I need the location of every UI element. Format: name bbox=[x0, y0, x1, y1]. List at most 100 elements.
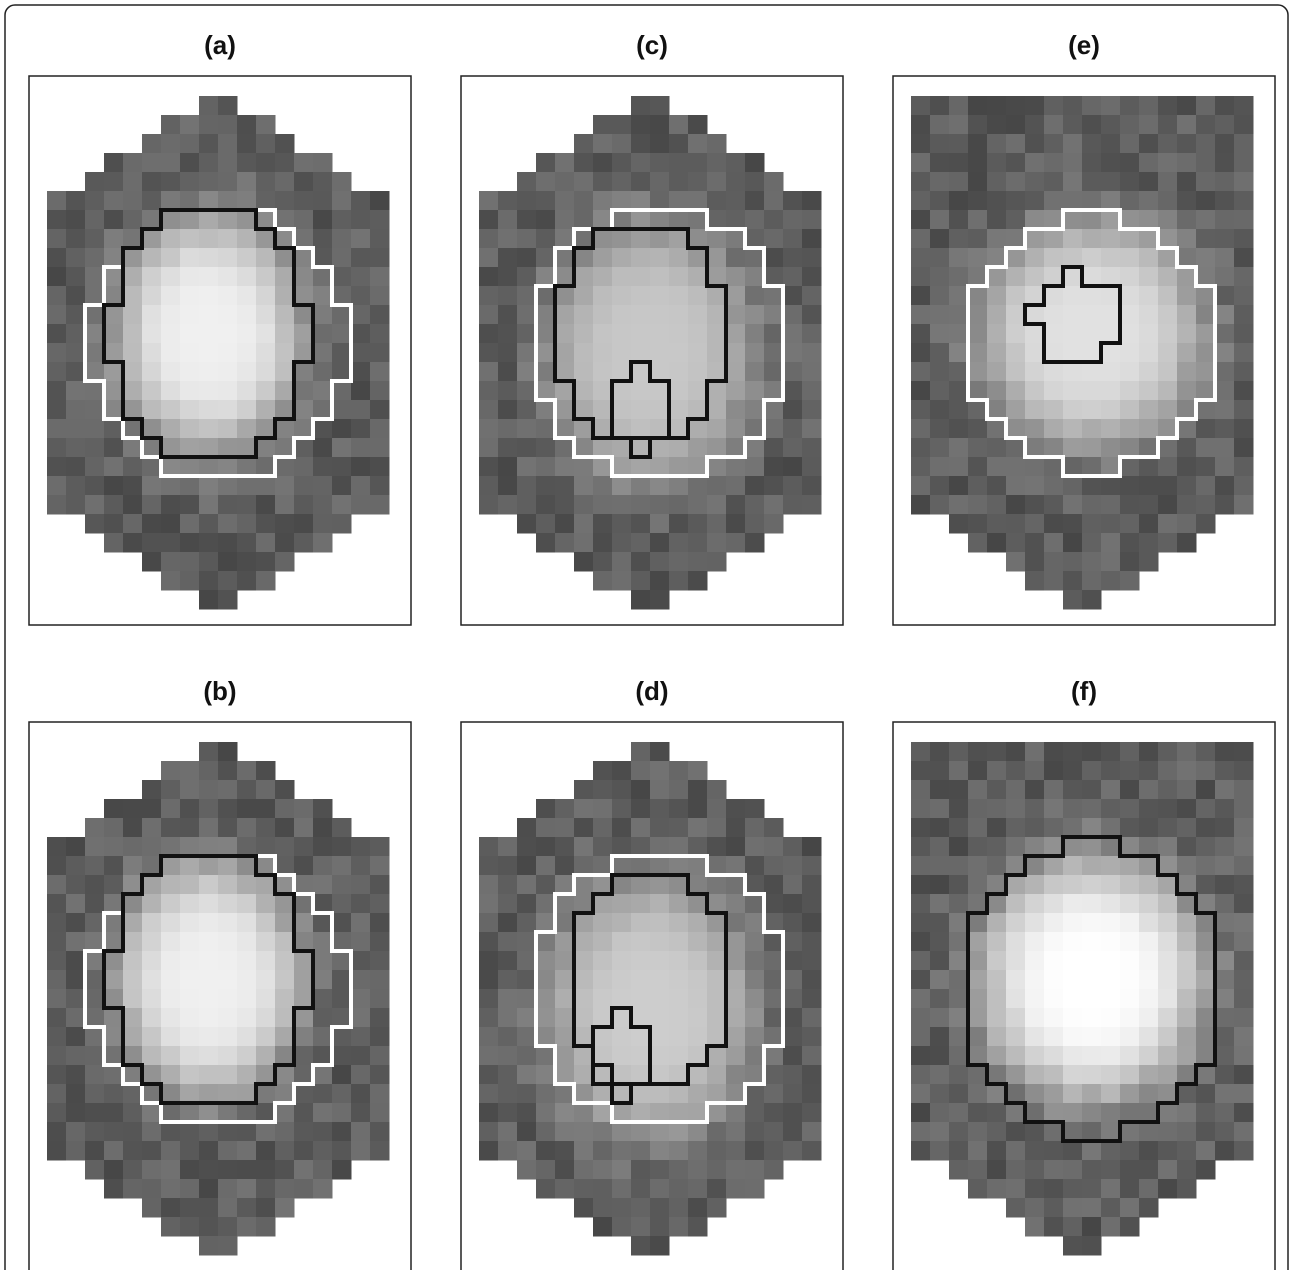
image-pixel bbox=[911, 96, 931, 116]
image-pixel bbox=[104, 476, 124, 496]
image-pixel bbox=[612, 1008, 632, 1028]
image-pixel bbox=[949, 495, 969, 515]
image-pixel bbox=[930, 818, 950, 838]
image-pixel bbox=[275, 419, 295, 439]
image-pixel bbox=[237, 400, 257, 420]
image-pixel bbox=[688, 1217, 708, 1237]
image-pixel bbox=[1025, 419, 1045, 439]
image-pixel bbox=[1082, 305, 1102, 325]
image-pixel bbox=[1006, 172, 1026, 192]
image-pixel bbox=[949, 951, 969, 971]
image-pixel bbox=[161, 989, 181, 1009]
image-pixel bbox=[142, 305, 162, 325]
image-pixel bbox=[707, 1065, 727, 1085]
image-pixel bbox=[726, 894, 746, 914]
image-pixel bbox=[142, 932, 162, 952]
image-pixel bbox=[1158, 96, 1178, 116]
image-pixel bbox=[745, 419, 765, 439]
image-pixel bbox=[707, 780, 727, 800]
image-pixel bbox=[1082, 153, 1102, 173]
image-pixel bbox=[1215, 875, 1235, 895]
image-pixel bbox=[237, 172, 257, 192]
image-pixel bbox=[332, 875, 352, 895]
image-pixel bbox=[1044, 780, 1064, 800]
image-pixel bbox=[1101, 324, 1121, 344]
image-pixel bbox=[1177, 1141, 1197, 1161]
image-pixel bbox=[199, 115, 219, 135]
image-pixel bbox=[930, 894, 950, 914]
image-pixel bbox=[555, 1122, 575, 1142]
image-pixel bbox=[498, 400, 518, 420]
image-pixel bbox=[123, 818, 143, 838]
image-pixel bbox=[1234, 495, 1254, 515]
image-pixel bbox=[66, 305, 86, 325]
image-pixel bbox=[745, 457, 765, 477]
image-pixel bbox=[1082, 362, 1102, 382]
image-pixel bbox=[593, 400, 613, 420]
image-pixel bbox=[783, 457, 803, 477]
image-pixel bbox=[987, 856, 1007, 876]
image-pixel bbox=[275, 1046, 295, 1066]
image-pixel bbox=[1158, 799, 1178, 819]
image-pixel bbox=[631, 343, 651, 363]
image-pixel bbox=[968, 894, 988, 914]
image-pixel bbox=[726, 1046, 746, 1066]
image-pixel bbox=[1082, 457, 1102, 477]
image-pixel bbox=[180, 1141, 200, 1161]
image-pixel bbox=[123, 533, 143, 553]
image-pixel bbox=[1215, 134, 1235, 154]
image-pixel bbox=[313, 533, 333, 553]
image-pixel bbox=[1120, 210, 1140, 230]
image-pixel bbox=[237, 970, 257, 990]
image-pixel bbox=[218, 856, 238, 876]
image-pixel bbox=[631, 875, 651, 895]
image-pixel bbox=[161, 1065, 181, 1085]
image-pixel bbox=[351, 229, 371, 249]
image-pixel bbox=[256, 1217, 276, 1237]
image-pixel bbox=[802, 1008, 822, 1028]
image-pixel bbox=[332, 400, 352, 420]
image-pixel bbox=[479, 381, 499, 401]
image-pixel bbox=[930, 229, 950, 249]
image-pixel bbox=[1101, 172, 1121, 192]
image-pixel bbox=[123, 362, 143, 382]
image-pixel bbox=[1158, 818, 1178, 838]
image-pixel bbox=[650, 400, 670, 420]
image-pixel bbox=[1177, 894, 1197, 914]
image-pixel bbox=[1177, 153, 1197, 173]
image-pixel bbox=[707, 305, 727, 325]
image-pixel bbox=[911, 951, 931, 971]
image-pixel bbox=[1139, 115, 1159, 135]
image-pixel bbox=[1234, 248, 1254, 268]
image-pixel bbox=[536, 419, 556, 439]
image-pixel bbox=[1063, 875, 1083, 895]
image-pixel bbox=[1120, 894, 1140, 914]
image-pixel bbox=[949, 96, 969, 116]
image-pixel bbox=[949, 799, 969, 819]
image-pixel bbox=[332, 248, 352, 268]
image-pixel bbox=[256, 1122, 276, 1142]
image-pixel bbox=[1158, 438, 1178, 458]
image-pixel bbox=[199, 894, 219, 914]
image-pixel bbox=[593, 913, 613, 933]
image-pixel bbox=[1006, 1065, 1026, 1085]
image-pixel bbox=[802, 1027, 822, 1047]
image-pixel bbox=[199, 229, 219, 249]
image-pixel bbox=[1025, 134, 1045, 154]
image-pixel bbox=[180, 951, 200, 971]
image-pixel bbox=[536, 438, 556, 458]
image-pixel bbox=[85, 1008, 105, 1028]
image-pixel bbox=[745, 381, 765, 401]
image-pixel bbox=[555, 457, 575, 477]
image-pixel bbox=[1177, 989, 1197, 1009]
image-pixel bbox=[218, 970, 238, 990]
image-pixel bbox=[313, 1008, 333, 1028]
image-pixel bbox=[707, 1198, 727, 1218]
image-pixel bbox=[66, 286, 86, 306]
image-pixel bbox=[161, 837, 181, 857]
image-pixel bbox=[1101, 1065, 1121, 1085]
image-pixel bbox=[1006, 324, 1026, 344]
image-pixel bbox=[593, 419, 613, 439]
image-pixel bbox=[574, 837, 594, 857]
image-pixel bbox=[142, 514, 162, 534]
